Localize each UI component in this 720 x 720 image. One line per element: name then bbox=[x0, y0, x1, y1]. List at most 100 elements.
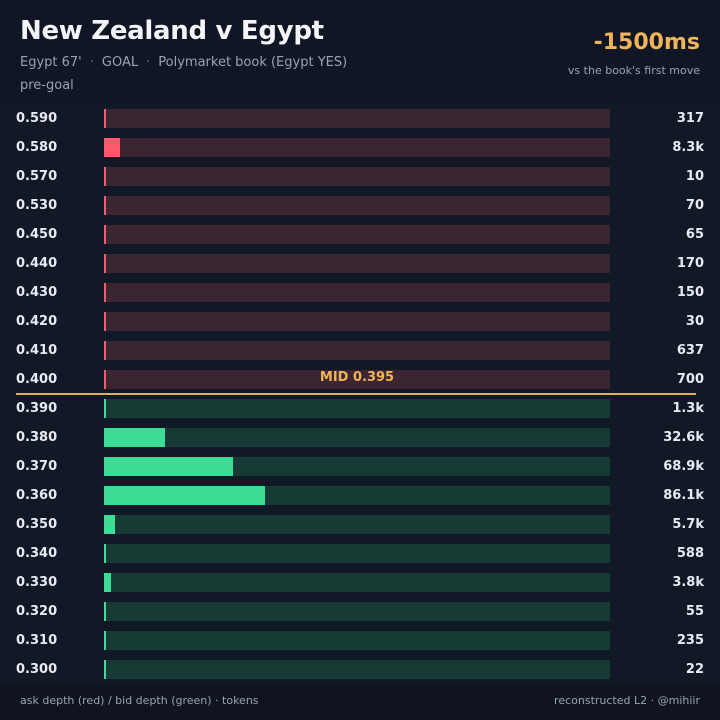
bid-depth-bar bbox=[104, 602, 106, 621]
ask-level-row: 0.530 70 bbox=[0, 191, 720, 220]
ask-price-label: 0.580 bbox=[16, 140, 58, 155]
phase-label: pre-goal bbox=[20, 78, 74, 93]
bid-depth-track bbox=[104, 544, 610, 563]
event-type: GOAL bbox=[101, 55, 139, 70]
ask-price-label: 0.430 bbox=[16, 285, 58, 300]
bid-depth-bar bbox=[104, 631, 106, 650]
bid-depth-track bbox=[104, 486, 610, 505]
event-subtitle: Egypt 67' · GOAL · Polymarket book (Egypt YE… bbox=[20, 55, 347, 70]
ask-level-row: 0.430 150 bbox=[0, 278, 720, 307]
bid-level-row: 0.390 1.3k bbox=[0, 394, 720, 423]
bid-size-label: 22 bbox=[685, 662, 704, 677]
ask-depth-bar bbox=[104, 225, 106, 244]
ask-depth-bar bbox=[104, 312, 106, 331]
ask-depth-track bbox=[104, 370, 610, 389]
ask-size-label: 10 bbox=[685, 169, 704, 184]
bid-price-label: 0.380 bbox=[16, 430, 58, 445]
bid-level-row: 0.300 22 bbox=[0, 655, 720, 684]
mid-price-line bbox=[16, 393, 696, 395]
ask-size-label: 30 bbox=[685, 314, 704, 329]
ask-level-row: 0.400 700 bbox=[0, 365, 720, 394]
ask-depth-bar bbox=[104, 341, 106, 360]
bid-depth-track bbox=[104, 428, 610, 447]
match-minute: Egypt 67' bbox=[20, 55, 82, 70]
ask-price-label: 0.450 bbox=[16, 227, 58, 242]
bid-level-row: 0.320 55 bbox=[0, 597, 720, 626]
ask-depth-track bbox=[104, 225, 610, 244]
ask-price-label: 0.420 bbox=[16, 314, 58, 329]
ask-price-label: 0.440 bbox=[16, 256, 58, 271]
bid-depth-bar bbox=[104, 660, 106, 679]
ask-size-label: 317 bbox=[676, 111, 704, 126]
ask-depth-track bbox=[104, 109, 610, 128]
ask-depth-track bbox=[104, 254, 610, 273]
bid-level-row: 0.350 5.7k bbox=[0, 510, 720, 539]
ask-size-label: 65 bbox=[685, 227, 704, 242]
mid-price-label: MID 0.395 bbox=[319, 370, 395, 385]
ask-size-label: 70 bbox=[685, 198, 704, 213]
bid-price-label: 0.310 bbox=[16, 633, 58, 648]
bid-level-row: 0.340 588 bbox=[0, 539, 720, 568]
bid-depth-track bbox=[104, 515, 610, 534]
ask-level-row: 0.420 30 bbox=[0, 307, 720, 336]
bid-depth-bar bbox=[104, 515, 115, 534]
ask-level-row: 0.410 637 bbox=[0, 336, 720, 365]
ask-depth-bar bbox=[104, 370, 106, 389]
bid-depth-track bbox=[104, 602, 610, 621]
chart-header: New Zealand v Egypt Egypt 67' · GOAL · Polym… bbox=[0, 0, 720, 106]
bid-depth-bar bbox=[104, 428, 165, 447]
ask-depth-track bbox=[104, 283, 610, 302]
ask-depth-track bbox=[104, 312, 610, 331]
bid-depth-bar bbox=[104, 399, 106, 418]
bid-depth-bar bbox=[104, 457, 233, 476]
ask-level-row: 0.570 10 bbox=[0, 162, 720, 191]
bid-size-label: 1.3k bbox=[672, 401, 704, 416]
ask-depth-bar bbox=[104, 254, 106, 273]
ask-level-row: 0.590 317 bbox=[0, 104, 720, 133]
ask-depth-track bbox=[104, 341, 610, 360]
bid-depth-track bbox=[104, 399, 610, 418]
latency-value: -1500ms bbox=[593, 30, 700, 55]
ask-depth-track bbox=[104, 167, 610, 186]
bid-depth-track bbox=[104, 660, 610, 679]
credit-note: reconstructed L2 · @mihiir bbox=[554, 694, 700, 707]
ask-level-row: 0.450 65 bbox=[0, 220, 720, 249]
bid-price-label: 0.340 bbox=[16, 546, 58, 561]
ask-price-label: 0.400 bbox=[16, 372, 58, 387]
bid-level-row: 0.310 235 bbox=[0, 626, 720, 655]
bid-size-label: 68.9k bbox=[663, 459, 704, 474]
ask-level-row: 0.440 170 bbox=[0, 249, 720, 278]
bid-price-label: 0.330 bbox=[16, 575, 58, 590]
bid-level-row: 0.380 32.6k bbox=[0, 423, 720, 452]
bid-size-label: 32.6k bbox=[663, 430, 704, 445]
separator-dot: · bbox=[89, 55, 94, 70]
bid-depth-bar bbox=[104, 544, 106, 563]
order-book-chart: 0.590 317 0.580 8.3k 0.570 10 0.530 70 0.450 65 0.… bbox=[0, 102, 720, 682]
ask-price-label: 0.530 bbox=[16, 198, 58, 213]
bid-size-label: 588 bbox=[676, 546, 704, 561]
bid-price-label: 0.370 bbox=[16, 459, 58, 474]
bid-level-row: 0.330 3.8k bbox=[0, 568, 720, 597]
ask-depth-bar bbox=[104, 109, 106, 128]
ask-depth-bar bbox=[104, 283, 106, 302]
ask-size-label: 700 bbox=[676, 372, 704, 387]
separator-dot: · bbox=[146, 55, 151, 70]
ask-depth-track bbox=[104, 196, 610, 215]
bid-level-row: 0.360 86.1k bbox=[0, 481, 720, 510]
ask-size-label: 150 bbox=[676, 285, 704, 300]
bid-level-row: 0.370 68.9k bbox=[0, 452, 720, 481]
bid-depth-track bbox=[104, 573, 610, 592]
ask-size-label: 637 bbox=[676, 343, 704, 358]
bid-depth-track bbox=[104, 457, 610, 476]
bid-depth-bar bbox=[104, 573, 111, 592]
bid-size-label: 5.7k bbox=[672, 517, 704, 532]
ask-depth-track bbox=[104, 138, 610, 157]
ask-price-label: 0.590 bbox=[16, 111, 58, 126]
bid-price-label: 0.320 bbox=[16, 604, 58, 619]
bid-size-label: 55 bbox=[685, 604, 704, 619]
bid-price-label: 0.390 bbox=[16, 401, 58, 416]
bid-size-label: 3.8k bbox=[672, 575, 704, 590]
ask-depth-bar bbox=[104, 167, 106, 186]
bid-depth-track bbox=[104, 631, 610, 650]
ask-size-label: 8.3k bbox=[672, 140, 704, 155]
